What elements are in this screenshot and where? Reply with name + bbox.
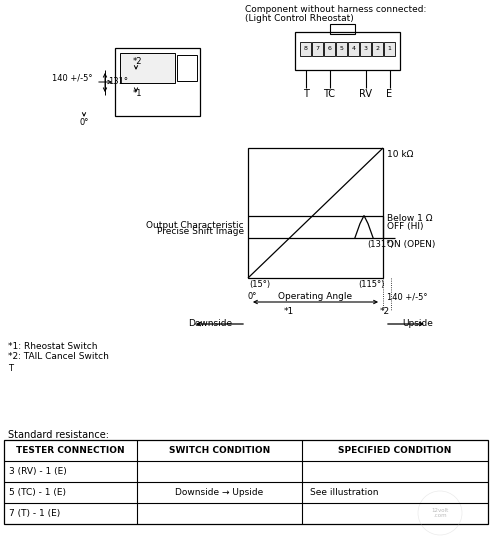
Text: *1: Rheostat Switch: *1: Rheostat Switch — [8, 342, 97, 351]
Text: Downside → Upside: Downside → Upside — [175, 488, 264, 497]
Text: Output Characteristic: Output Characteristic — [147, 221, 244, 230]
Bar — [348, 42, 359, 56]
Bar — [384, 42, 395, 56]
Bar — [324, 42, 335, 56]
Text: 140 +/-5°: 140 +/-5° — [387, 292, 428, 301]
Text: Upside: Upside — [402, 320, 433, 329]
Text: T: T — [303, 89, 308, 99]
Text: 5 (TC) - 1 (E): 5 (TC) - 1 (E) — [9, 488, 66, 497]
Text: 6: 6 — [328, 46, 332, 52]
Text: 3: 3 — [364, 46, 368, 52]
Text: Operating Angle: Operating Angle — [278, 292, 353, 301]
Text: See illustration: See illustration — [310, 488, 378, 497]
Text: 5: 5 — [339, 46, 343, 52]
Text: 4: 4 — [351, 46, 356, 52]
Text: *2: TAIL Cancel Switch: *2: TAIL Cancel Switch — [8, 352, 109, 361]
Bar — [4, 440, 488, 524]
Text: 2: 2 — [375, 46, 379, 52]
Bar — [115, 48, 200, 116]
Bar — [300, 42, 311, 56]
Text: 12volt
.com: 12volt .com — [431, 507, 449, 519]
Bar — [372, 42, 383, 56]
Bar — [360, 42, 371, 56]
Text: Component without harness connected:: Component without harness connected: — [245, 5, 427, 14]
Text: Downside: Downside — [188, 320, 232, 329]
Bar — [248, 148, 383, 278]
Text: Precise Shift Image: Precise Shift Image — [157, 226, 244, 236]
Text: 131°: 131° — [108, 77, 128, 87]
Text: Below 1 Ω: Below 1 Ω — [387, 214, 432, 223]
Text: RV: RV — [359, 89, 372, 99]
Text: ON (OPEN): ON (OPEN) — [387, 239, 435, 249]
Bar — [312, 42, 323, 56]
Text: OFF (HI): OFF (HI) — [387, 222, 424, 231]
Text: E: E — [386, 89, 393, 99]
Text: *1: *1 — [283, 307, 294, 316]
Bar — [177, 55, 197, 81]
Text: TC: TC — [324, 89, 336, 99]
Text: 3 (RV) - 1 (E): 3 (RV) - 1 (E) — [9, 467, 67, 476]
Bar — [295, 32, 400, 70]
Text: 140 +/-5°: 140 +/-5° — [52, 74, 92, 82]
Bar — [120, 53, 175, 83]
Text: 0°: 0° — [80, 118, 90, 127]
Text: 8: 8 — [304, 46, 308, 52]
Text: TESTER CONNECTION: TESTER CONNECTION — [16, 446, 125, 455]
Text: SPECIFIED CONDITION: SPECIFIED CONDITION — [338, 446, 452, 455]
Text: *2: *2 — [380, 307, 390, 316]
Text: 0°: 0° — [248, 292, 257, 301]
Text: 1: 1 — [388, 46, 392, 52]
Text: Standard resistance:: Standard resistance: — [8, 430, 109, 440]
Text: *2: *2 — [133, 58, 143, 67]
Text: (131°): (131°) — [367, 239, 394, 249]
Text: (115°): (115°) — [358, 280, 384, 289]
Text: *1: *1 — [133, 88, 143, 97]
Text: 7: 7 — [315, 46, 319, 52]
Text: SWITCH CONDITION: SWITCH CONDITION — [169, 446, 270, 455]
Text: (15°): (15°) — [249, 280, 271, 289]
Text: (Light Control Rheostat): (Light Control Rheostat) — [245, 14, 354, 23]
Text: 10 kΩ: 10 kΩ — [387, 150, 413, 159]
Text: T: T — [8, 364, 13, 373]
Bar — [336, 42, 347, 56]
Bar — [330, 24, 355, 34]
Text: 7 (T) - 1 (E): 7 (T) - 1 (E) — [9, 509, 60, 518]
